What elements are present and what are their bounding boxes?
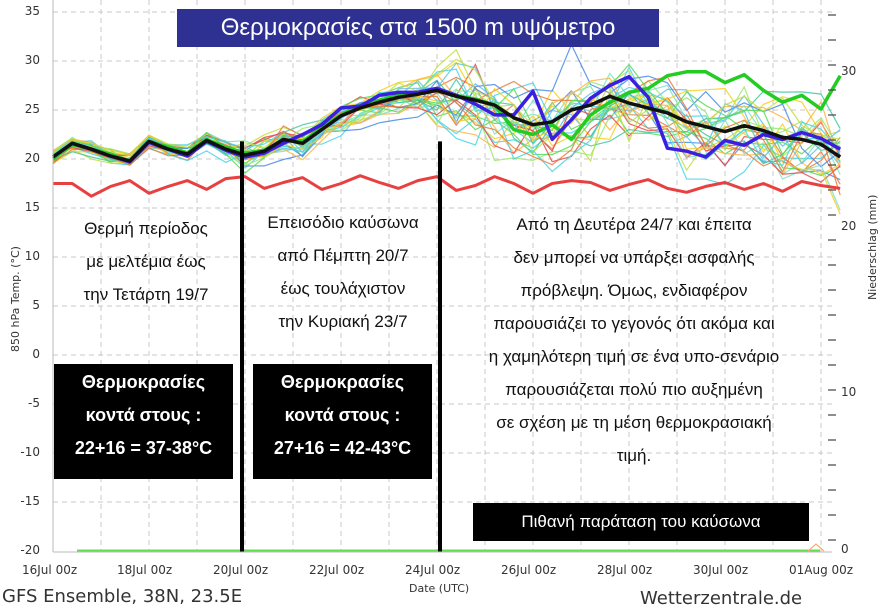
y-tick-label: 25 xyxy=(24,102,40,116)
x-tick-label: 18Jul 00z xyxy=(117,563,173,577)
y-tick-label: 10 xyxy=(24,249,40,263)
x-tick-label: 26Jul 00z xyxy=(501,563,557,577)
y2-tick-label: 0 xyxy=(841,542,849,556)
info-box-middle: Θερμοκρασίες κοντά στους : 27+16 = 42-43… xyxy=(253,364,432,479)
info-box-line: 27+16 = 42-43°C xyxy=(273,438,412,458)
x-tick-label: 01Aug 00z xyxy=(789,563,854,577)
info-box-line: κοντά στους : xyxy=(284,405,401,425)
y-tick-label: 20 xyxy=(24,151,40,165)
note-middle-line: από Πέμπτη 20/7 xyxy=(277,246,409,265)
note-right-line: δεν μπορεί να υπάρξει ασφαλής xyxy=(513,248,755,267)
main-series xyxy=(51,70,842,553)
y-tick-label: 15 xyxy=(24,200,40,214)
y-tick-label: 0 xyxy=(32,347,40,361)
axes xyxy=(52,0,836,553)
vertical-markers xyxy=(240,141,442,552)
note-right-line: Από τη Δευτέρα 24/7 και έπειτα xyxy=(516,215,752,234)
y-tick-label: -10 xyxy=(20,445,40,459)
y-tick-label: -15 xyxy=(20,494,40,508)
chart-title: Θερμοκρασίες στα 1500 m υψόμετρο xyxy=(177,9,659,47)
climatology-y-mean--line xyxy=(53,174,841,198)
info-box-line: Θερμοκρασίες xyxy=(81,372,206,392)
y-tick-label: 5 xyxy=(32,298,40,312)
ensemble-mean-line xyxy=(51,88,842,163)
note-right-line: σε σχέση με τη μέση θερμοκρασιακή xyxy=(496,413,772,432)
y2-tick-label: 30 xyxy=(841,64,857,78)
note-right-line: η χαμηλότερη τιμή σε ένα υπο-σενάριο xyxy=(488,347,780,366)
info-box-right: Πιθανή παράταση του καύσωνα xyxy=(473,503,809,541)
note-left-line: την Τετάρτη 19/7 xyxy=(83,285,209,304)
y2-axis-label: Niederschlag (mm) xyxy=(866,194,879,300)
note-middle: Επεισόδιο καύσωνα από Πέμπτη 20/7 έως το… xyxy=(246,206,440,338)
x-tick-label: 16Jul 00z xyxy=(22,563,78,577)
note-left: Θερμή περίοδος με μελτέμια έως την Τετάρ… xyxy=(62,212,230,311)
y-axis-label: 850 hPa Temp. (°C) xyxy=(9,246,22,352)
y-tick-label: 30 xyxy=(24,53,40,67)
y-tick-label: 35 xyxy=(24,4,40,18)
note-right-line: πρόβλεψη. Όμως, ενδιαφέρον xyxy=(520,281,748,300)
x-tick-label: 28Jul 00z xyxy=(597,563,653,577)
info-box-left: Θερμοκρασίες κοντά στους : 22+16 = 37-38… xyxy=(54,364,233,479)
note-right: Από τη Δευτέρα 24/7 και έπειτα δεν μπορε… xyxy=(446,208,822,472)
note-right-line: παρουσιάζεται πολύ πιο αυξημένη xyxy=(505,380,763,399)
y2-tick-label: 20 xyxy=(841,219,857,233)
note-middle-line: έως τουλάχιστον xyxy=(280,279,406,298)
x-tick-label: 22Jul 00z xyxy=(309,563,365,577)
note-right-line: τιμή. xyxy=(616,446,652,465)
note-left-line: με μελτέμια έως xyxy=(86,252,206,271)
info-box-line: Θερμοκρασίες xyxy=(280,372,405,392)
info-box-line: κοντά στους : xyxy=(85,405,202,425)
x-tick-label: 30Jul 00z xyxy=(693,563,749,577)
y2-tick-label: 10 xyxy=(841,385,857,399)
x-axis-label: Date (UTC) xyxy=(409,582,470,595)
info-box-line: 22+16 = 37-38°C xyxy=(74,438,213,458)
note-middle-line: την Κυριακή 23/7 xyxy=(278,312,408,331)
note-right-line: παρουσιάζει το γεγονός ότι ακόμα και xyxy=(493,314,775,333)
note-middle-line: Επεισόδιο καύσωνα xyxy=(267,213,419,232)
note-left-line: Θερμή περίοδος xyxy=(84,219,208,238)
y-tick-label: -5 xyxy=(28,396,40,410)
y-tick-label: -20 xyxy=(20,543,40,557)
x-tick-label: 20Jul 00z xyxy=(213,563,269,577)
x-tick-label: 24Jul 00z xyxy=(405,563,461,577)
footer-source: GFS Ensemble, 38N, 23.5E xyxy=(2,586,243,607)
footer-site: Wetterzentrale.de xyxy=(640,588,803,609)
